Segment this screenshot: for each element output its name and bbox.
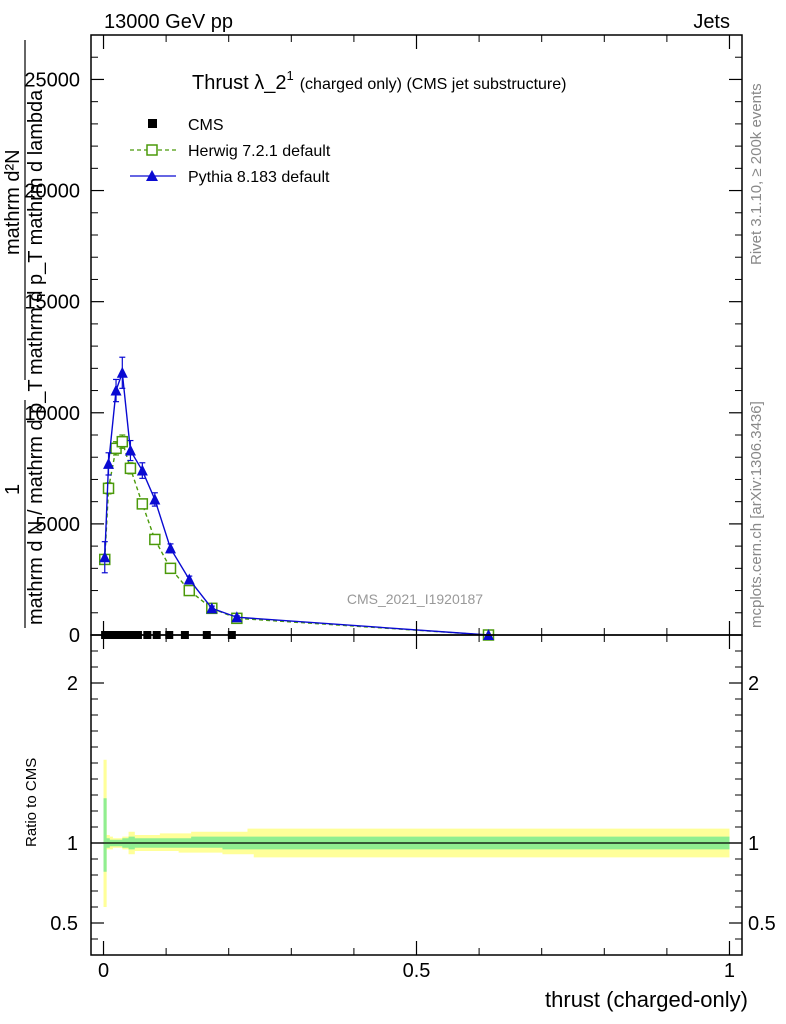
legend-herwig-marker bbox=[146, 144, 158, 156]
pythia-data-point bbox=[183, 573, 195, 585]
y-label-main: mathrm d²N bbox=[2, 149, 24, 255]
main-y-tick-label: 25000 bbox=[24, 69, 80, 91]
ratio-y-tick-label: 2 bbox=[67, 673, 78, 695]
legend-cms-label: CMS bbox=[188, 117, 224, 134]
main-y-tick-label: 10000 bbox=[24, 403, 80, 425]
herwig-data-point bbox=[136, 498, 149, 510]
ratio-bands bbox=[103, 759, 730, 907]
y-label-norm-sub: mathrm d N / mathrm d p_T bbox=[25, 379, 47, 625]
pythia-data-point bbox=[136, 464, 148, 476]
mcplots-label: mcplots.cern.ch [arXiv:1306.3436] bbox=[748, 401, 765, 628]
ratio-band-outer bbox=[103, 759, 730, 907]
pythia-data-point bbox=[164, 542, 176, 554]
main-y-tick-label: 0 bbox=[69, 625, 80, 647]
ratio-y-tick-label-right: 0.5 bbox=[748, 913, 776, 935]
main-y-axis-label: 1 mathrm d N / mathrm d p_T mathrm d²N m… bbox=[2, 40, 47, 628]
plot-title: Thrust λ_21 (charged only) (CMS jet subst… bbox=[192, 68, 566, 94]
ratio-plot-frame bbox=[90, 634, 743, 956]
pythia-data-point bbox=[110, 384, 122, 396]
main-y-tick-label: 15000 bbox=[24, 292, 80, 314]
herwig-data-point bbox=[164, 562, 177, 575]
main-y-tick-label: 20000 bbox=[24, 181, 80, 203]
plot-title-sup: 1 bbox=[286, 68, 293, 83]
pythia-data-point bbox=[99, 551, 111, 563]
herwig-data-point bbox=[149, 533, 161, 546]
legend-herwig-label: Herwig 7.2.1 default bbox=[188, 143, 331, 160]
main-y-tick-label: 5000 bbox=[36, 514, 81, 536]
pythia-data-point bbox=[103, 457, 115, 469]
x-tick-label: 1 bbox=[724, 960, 735, 982]
pythia-line bbox=[104, 372, 489, 636]
pythia-data-point bbox=[149, 493, 161, 505]
y-label-norm: 1 bbox=[2, 484, 24, 495]
legend: CMS Herwig 7.2.1 default Pythia 8.183 de… bbox=[130, 117, 331, 186]
legend-cms-marker bbox=[148, 119, 157, 128]
legend-pythia-marker bbox=[146, 170, 158, 181]
herwig-data-point bbox=[116, 435, 129, 448]
pythia-data-point bbox=[124, 444, 136, 456]
pythia-data-point bbox=[206, 602, 218, 614]
herwig-data-point bbox=[102, 482, 115, 495]
y-label-main-sub: mathrm d p_T mathrm d lambda bbox=[25, 89, 47, 375]
x-tick-label: 0 bbox=[98, 960, 109, 982]
header-jets-label: Jets bbox=[693, 11, 730, 33]
ratio-y-tick-label: 1 bbox=[67, 833, 78, 855]
herwig-data-point bbox=[124, 462, 137, 475]
ratio-y-label: Ratio to CMS bbox=[23, 758, 40, 847]
rivet-label: Rivet 3.1.10, ≥ 200k events bbox=[748, 83, 765, 265]
axes: 0 5000 10000 15000 20000 25000 0.5 0.5 1 1 2 2 0 0.5 1 bbox=[24, 35, 776, 982]
pythia-data-point bbox=[231, 611, 243, 623]
header-energy-label: 13000 GeV pp bbox=[104, 11, 233, 33]
herwig-data-point bbox=[183, 584, 196, 597]
plot-title-main: Thrust λ_2 bbox=[192, 72, 286, 94]
ratio-y-tick-label-right: 2 bbox=[748, 673, 759, 695]
pythia-data-point bbox=[116, 366, 128, 378]
x-tick-label: 0.5 bbox=[403, 960, 431, 982]
legend-pythia-label: Pythia 8.183 default bbox=[188, 169, 330, 186]
x-axis-label: thrust (charged-only) bbox=[545, 987, 748, 1012]
ratio-y-tick-label: 0.5 bbox=[50, 913, 78, 935]
ratio-y-tick-label-right: 1 bbox=[748, 833, 759, 855]
analysis-watermark: CMS_2021_I1920187 bbox=[347, 591, 483, 607]
plot-title-suffix: (charged only) (CMS jet substructure) bbox=[300, 76, 567, 93]
